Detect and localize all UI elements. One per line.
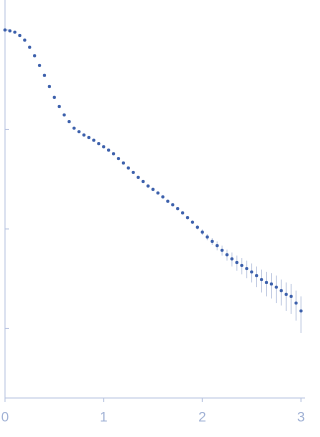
data-point bbox=[279, 289, 283, 293]
data-point bbox=[205, 235, 209, 239]
data-point bbox=[72, 126, 76, 130]
data-point bbox=[13, 30, 17, 34]
data-point bbox=[87, 135, 91, 140]
data-point bbox=[111, 152, 116, 156]
data-point bbox=[107, 148, 111, 152]
data-point bbox=[299, 309, 303, 313]
data-point bbox=[274, 285, 278, 289]
data-point bbox=[151, 187, 155, 191]
data-point bbox=[200, 230, 204, 234]
data-point bbox=[52, 95, 56, 99]
data-point bbox=[82, 133, 86, 137]
data-point bbox=[126, 166, 130, 170]
data-point bbox=[176, 207, 180, 211]
x-tick-label: 3 bbox=[297, 409, 305, 425]
data-point bbox=[240, 263, 244, 268]
data-point bbox=[289, 294, 293, 298]
data-point bbox=[136, 175, 140, 179]
data-point bbox=[220, 248, 224, 252]
data-point bbox=[47, 84, 52, 89]
data-point bbox=[33, 54, 37, 58]
data-point bbox=[230, 257, 234, 261]
data-point bbox=[92, 138, 96, 142]
data-point bbox=[210, 239, 214, 243]
data-point bbox=[215, 244, 219, 248]
data-point bbox=[195, 225, 199, 229]
data-point bbox=[181, 211, 185, 215]
data-point bbox=[37, 63, 42, 68]
data-point bbox=[42, 73, 47, 77]
data-point bbox=[62, 113, 66, 117]
chart: 0 1 2 3 bbox=[1, 0, 305, 425]
data-point bbox=[269, 282, 273, 286]
data-point bbox=[190, 220, 195, 224]
data-point bbox=[28, 45, 32, 49]
data-point bbox=[121, 161, 125, 165]
x-tick-label: 2 bbox=[198, 409, 206, 425]
data-point bbox=[131, 170, 135, 175]
data-point bbox=[57, 104, 61, 109]
data-point bbox=[97, 142, 101, 146]
data-point bbox=[294, 301, 298, 305]
data-point bbox=[264, 280, 269, 285]
data-point bbox=[161, 195, 165, 199]
data-point bbox=[8, 29, 12, 33]
data-point bbox=[67, 119, 71, 124]
data-point bbox=[166, 199, 170, 203]
x-tick-label: 0 bbox=[1, 409, 9, 425]
data-point bbox=[3, 28, 7, 32]
data-point bbox=[235, 260, 239, 265]
data-point bbox=[102, 145, 106, 149]
x-tick-label: 1 bbox=[100, 409, 108, 425]
data-point bbox=[77, 130, 81, 134]
data-point bbox=[185, 216, 190, 220]
data-point bbox=[259, 277, 264, 282]
data-point bbox=[255, 273, 259, 278]
data-point bbox=[146, 184, 150, 188]
data-point bbox=[225, 253, 229, 257]
data-point bbox=[245, 266, 249, 271]
data-point bbox=[18, 33, 22, 38]
data-point bbox=[171, 203, 175, 207]
data-point bbox=[284, 292, 288, 296]
data-point bbox=[23, 38, 27, 42]
data-point bbox=[141, 179, 145, 184]
data-point bbox=[250, 270, 254, 274]
data-point bbox=[116, 156, 121, 161]
data-point bbox=[156, 191, 160, 195]
